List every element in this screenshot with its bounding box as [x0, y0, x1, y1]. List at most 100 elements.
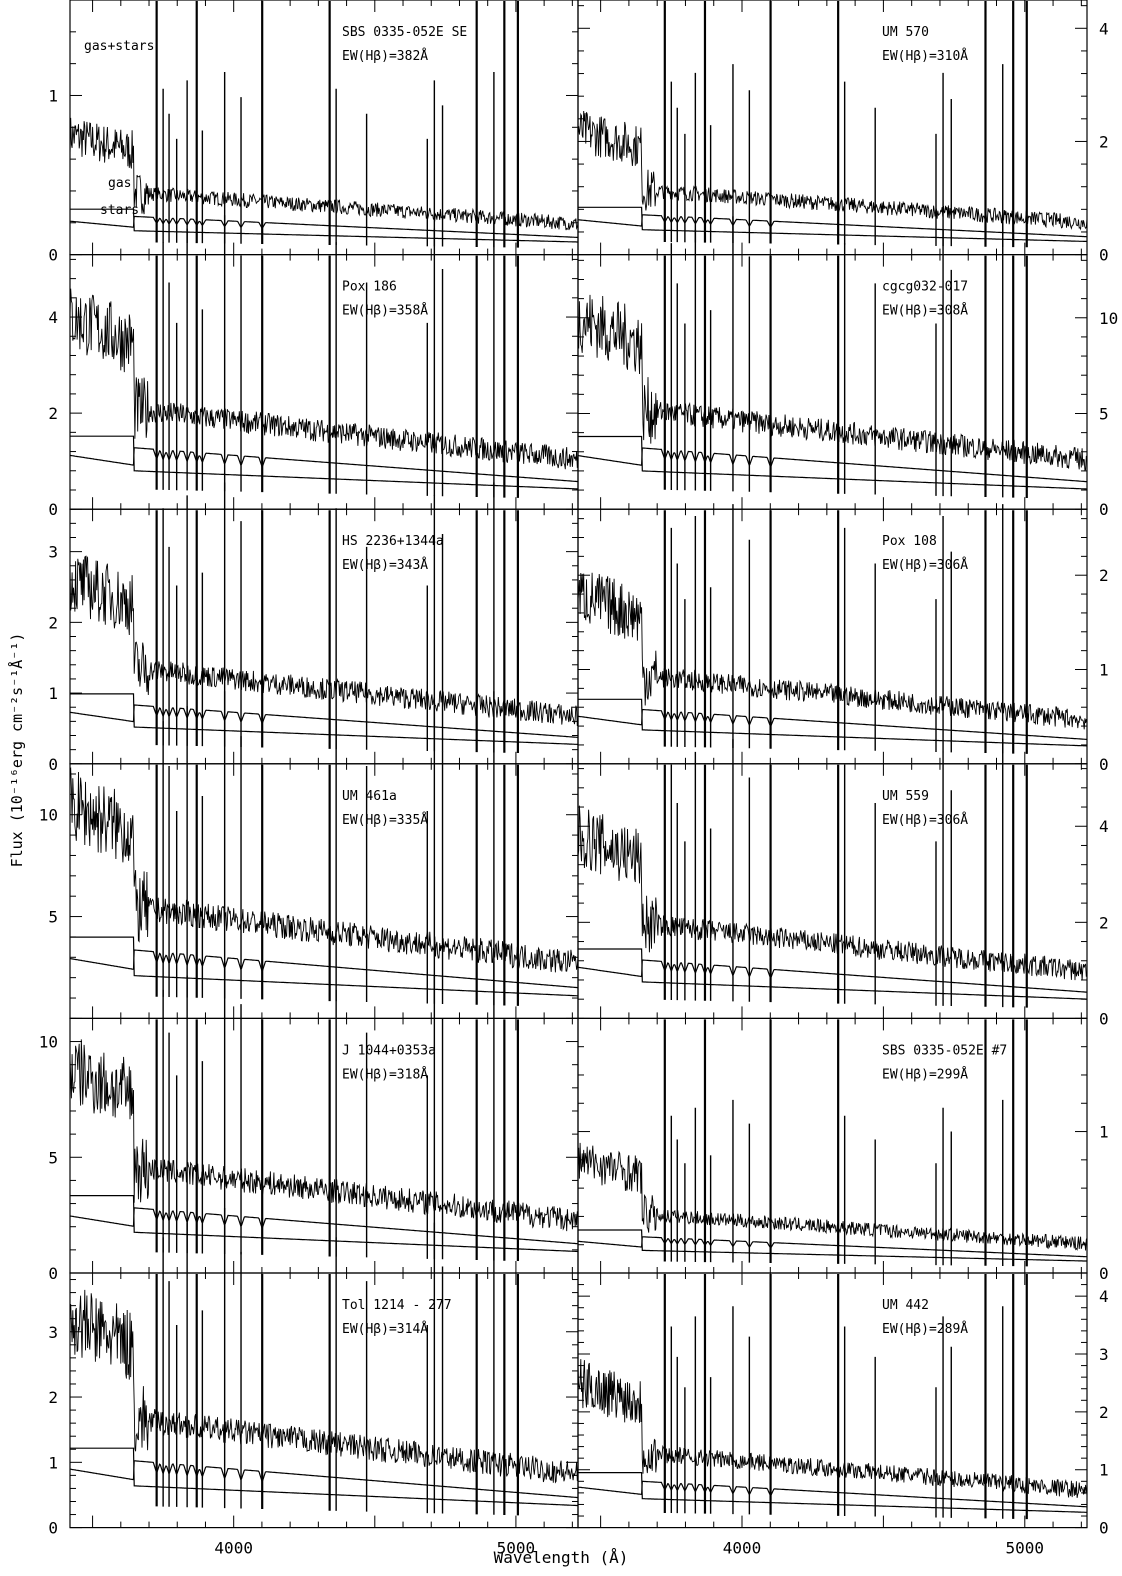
y-tick-label: 2: [1099, 566, 1109, 585]
x-tick-label: 4000: [214, 1539, 253, 1558]
panel-7: 0 2 4 UM 559 EW(Hβ)=306Å: [577, 739, 1109, 1028]
y-tick-label: 0: [48, 1519, 58, 1538]
x-axis-label: Wavelength (Å): [493, 1548, 629, 1567]
ew-hbeta: EW(Hβ)=314Å: [342, 1321, 428, 1337]
galaxy-name: Pox 186: [342, 280, 397, 295]
gas-label: gas: [108, 176, 131, 191]
panel-1: 0 2 4 UM 570 EW(Hβ)=310Å: [577, 0, 1109, 265]
total-spectrum: [69, 1039, 579, 1232]
ew-hbeta: EW(Hβ)=299Å: [882, 1066, 968, 1082]
ew-hbeta: EW(Hβ)=306Å: [882, 557, 968, 573]
ew-hbeta: EW(Hβ)=289Å: [882, 1321, 968, 1337]
total-spectrum: [69, 555, 579, 727]
panel-5: 0 1 2 Pox 108 EW(Hβ)=306Å: [577, 504, 1109, 774]
x-tick-label: 4000: [723, 1539, 762, 1558]
galaxy-name: J 1044+0353a: [342, 1043, 436, 1058]
galaxy-name: UM 461a: [342, 789, 397, 804]
panel-4: 0 1 2 3 HS 2236+1344a EW(Hβ)=343Å: [48, 482, 579, 774]
galaxy-name: SBS 0335-052E SE: [342, 25, 467, 40]
total-spectrum: [577, 110, 1088, 231]
stars-spectrum: [577, 1480, 1087, 1508]
galaxy-name: Tol 1214 - 277: [342, 1298, 452, 1313]
ew-hbeta: EW(Hβ)=382Å: [342, 48, 428, 64]
y-tick-label: 5: [1099, 404, 1109, 423]
panel-3: 0 5 10 cgcg032-017 EW(Hβ)=308Å: [577, 216, 1118, 519]
y-tick-label: 1: [1099, 1461, 1109, 1480]
galaxy-name: HS 2236+1344a: [342, 534, 444, 549]
y-tick-label: 0: [48, 246, 58, 265]
ew-hbeta: EW(Hβ)=308Å: [882, 303, 968, 319]
ew-hbeta: EW(Hβ)=310Å: [882, 48, 968, 64]
panel-2: 0 2 4 Pox 186 EW(Hβ)=358Å: [48, 215, 579, 519]
y-tick-label: 0: [1099, 500, 1109, 519]
y-tick-label: 0: [1099, 1264, 1109, 1283]
ew-hbeta: EW(Hβ)=318Å: [342, 1066, 428, 1082]
y-axis-label-container: Flux (10⁻¹⁶erg cm⁻²s⁻¹Å⁻¹): [2, 600, 32, 900]
panel-10: 0 1 2 3 Tol 1214 - 277 EW(Hβ)=314Å 4000 5000: [48, 1207, 579, 1558]
y-tick-label: 1: [1099, 1123, 1109, 1142]
panel-8: 0 5 10 J 1044+0353a EW(Hβ)=318Å: [39, 961, 579, 1283]
y-axis-label: Flux (10⁻¹⁶erg cm⁻²s⁻¹Å⁻¹): [7, 633, 26, 868]
x-tick-label: 5000: [497, 1539, 536, 1558]
y-tick-label: 0: [1099, 246, 1109, 265]
galaxy-name: Pox 108: [882, 534, 937, 549]
total-spectrum: [577, 1359, 1088, 1498]
total-spectrum: [577, 572, 1088, 730]
galaxy-name: UM 570: [882, 25, 929, 40]
panel-0: 0 1 SBS 0335-052E SE EW(Hβ)=382Å gas+stars ga…: [48, 0, 579, 265]
ew-hbeta: EW(Hβ)=358Å: [342, 303, 428, 319]
stars-spectrum: [577, 214, 1087, 238]
y-tick-label: 0: [1099, 1009, 1109, 1028]
total-spectrum: [69, 767, 579, 973]
y-tick-label: 4: [48, 308, 58, 327]
panel-11: 0 1 2 3 4 UM 442 EW(Hβ)=289Å 4000 5000: [577, 1272, 1109, 1558]
stars-spectrum: [577, 708, 1087, 740]
ew-hbeta: EW(Hβ)=343Å: [342, 557, 428, 573]
y-tick-label: 0: [1099, 755, 1109, 774]
total-spectrum: [577, 1142, 1088, 1251]
galaxy-name: cgcg032-017: [882, 280, 968, 295]
ew-hbeta: EW(Hβ)=335Å: [342, 812, 428, 828]
y-tick-label: 5: [48, 908, 58, 927]
y-tick-label: 0: [48, 500, 58, 519]
y-tick-label: 10: [39, 1033, 58, 1052]
y-tick-label: 0: [48, 755, 58, 774]
panel-frame: [69, 1272, 579, 1529]
total-spectrum: [577, 805, 1088, 981]
panel-9: 0 1 SBS 0335-052E #7 EW(Hβ)=299Å: [577, 1017, 1109, 1283]
y-tick-label: 3: [1099, 1345, 1109, 1364]
y-tick-label: 10: [1099, 309, 1118, 328]
y-tick-label: 10: [39, 806, 58, 825]
panel-frame: [577, 1272, 1088, 1529]
ew-hbeta: EW(Hβ)=306Å: [882, 812, 968, 828]
y-tick-label: 2: [1099, 913, 1109, 932]
stars-spectrum: [69, 215, 578, 238]
y-tick-label: 1: [48, 684, 58, 703]
panel-frame: [69, 763, 579, 1019]
y-tick-label: 4: [1099, 1287, 1109, 1306]
y-tick-label: 5: [48, 1148, 58, 1167]
y-tick-label: 1: [48, 86, 58, 105]
galaxy-name: UM 559: [882, 789, 929, 804]
y-tick-label: 4: [1099, 817, 1109, 836]
y-tick-label: 2: [48, 404, 58, 423]
panel-frame: [577, 763, 1088, 1019]
gas-stars-label: gas+stars: [84, 39, 154, 54]
total-spectrum: [69, 1289, 579, 1484]
y-tick-label: 0: [48, 1264, 58, 1283]
y-tick-label: 2: [48, 1388, 58, 1407]
panel-frame: [577, 1017, 1088, 1274]
galaxy-name: UM 442: [882, 1298, 929, 1313]
y-tick-label: 2: [48, 613, 58, 632]
y-tick-label: 1: [1099, 661, 1109, 680]
panel-frame: [69, 508, 579, 765]
panel-frame: [577, 508, 1088, 765]
y-tick-label: 3: [48, 1323, 58, 1342]
y-tick-label: 0: [1099, 1519, 1109, 1538]
galaxy-name: SBS 0335-052E #7: [882, 1043, 1007, 1058]
y-tick-label: 2: [1099, 1403, 1109, 1422]
stars-label: stars: [100, 203, 139, 218]
y-tick-label: 1: [48, 1453, 58, 1472]
total-spectrum: [69, 117, 579, 231]
